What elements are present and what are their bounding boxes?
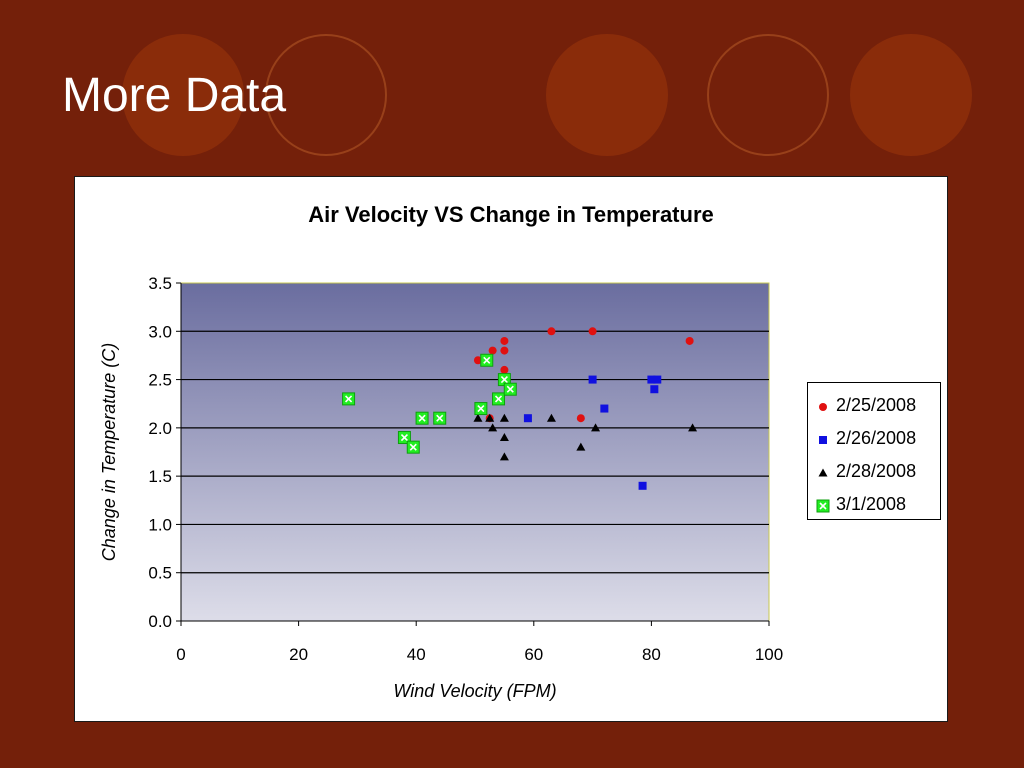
decor-circle-2: [546, 34, 668, 156]
x-tick-label: 60: [524, 645, 543, 664]
marker-cross: [483, 356, 491, 364]
data-point-series-4: [397, 431, 411, 445]
axis-ticks: 0.0 0.5 1.0 1.5 2.0 2.5 3.0 3.5 0 20 40 60 80 100: [148, 274, 783, 664]
y-tick-label: 3.0: [148, 322, 172, 341]
legend-marker-svg-4: [816, 499, 830, 513]
legend-marker-1: [816, 398, 830, 412]
x-tick-label: 100: [755, 645, 783, 664]
legend-item-2: 2/26/2008: [816, 426, 916, 450]
data-point-series-4: [433, 411, 447, 425]
y-tick-label: 2.5: [148, 371, 172, 390]
legend-marker-svg-1: [819, 403, 827, 411]
data-point-series-3: [485, 413, 495, 422]
marker-cross: [500, 376, 508, 384]
data-point-series-4: [503, 382, 517, 396]
x-axis-label: Wind Velocity (FPM): [393, 681, 556, 701]
data-point-series-3: [688, 423, 698, 432]
data-point-series-1: [500, 336, 509, 345]
x-tick-label: 0: [176, 645, 185, 664]
data-point-series-4: [342, 392, 356, 406]
data-point-series-2: [523, 414, 532, 423]
legend-marker-4: [816, 497, 830, 513]
data-point-series-3: [488, 423, 498, 432]
y-tick-label: 1.5: [148, 467, 172, 486]
plot-area: [180, 282, 770, 622]
y-tick-label: 2.0: [148, 419, 172, 438]
data-point-series-1: [588, 327, 597, 336]
data-point-series-2: [638, 481, 647, 490]
y-tick-label: 0.0: [148, 612, 172, 631]
y-axis-label: Change in Temperature (C): [99, 343, 119, 561]
legend-marker-svg-2: [819, 436, 827, 444]
data-point-series-3: [499, 452, 509, 461]
marker-cross: [506, 385, 514, 393]
data-point-series-4: [492, 392, 506, 406]
data-point-series-3: [499, 433, 509, 442]
marker-cross: [409, 443, 417, 451]
legend-label-4: 3/1/2008: [836, 493, 907, 514]
marker-cross: [400, 433, 409, 442]
legend-symbol-3: [818, 468, 828, 477]
data-point-series-3: [473, 413, 483, 422]
marker-cross: [819, 502, 827, 510]
decor-ring-2: [707, 34, 829, 156]
decor-ring-1: [265, 34, 387, 156]
data-point-series-3: [576, 442, 586, 451]
data-point-series-4: [474, 402, 488, 416]
data-point-series-3: [546, 413, 556, 422]
marker-cross: [477, 404, 485, 413]
marker-cross: [494, 395, 503, 403]
decor-circle-3: [850, 34, 972, 156]
legend-marker-svg-3: [818, 468, 828, 477]
legend-item-4: 3/1/2008: [816, 492, 906, 516]
data-point-series-3: [591, 423, 601, 432]
data-point-series-1: [685, 336, 694, 345]
x-tick-label: 80: [642, 645, 661, 664]
data-point-series-2: [647, 375, 656, 384]
data-point-series-1: [576, 414, 585, 423]
data-point-series-1: [473, 356, 482, 365]
data-point-series-4: [480, 353, 494, 367]
data-point-series-1: [500, 365, 509, 374]
data-point-series-2: [650, 385, 659, 394]
x-tick-label: 40: [407, 645, 426, 664]
legend-symbol-4: [816, 499, 830, 513]
data-point-series-1: [488, 346, 497, 355]
x-tick-label: 20: [289, 645, 308, 664]
legend: 2/25/2008 2/26/2008 2/28/2008 3/1/2008: [807, 382, 941, 520]
data-point-series-2: [653, 375, 662, 384]
y-tick-label: 0.5: [148, 564, 172, 583]
y-tick-label: 3.5: [148, 274, 172, 293]
legend-label-3: 2/28/2008: [836, 460, 917, 481]
data-point-series-2: [600, 404, 609, 413]
data-points: [342, 327, 698, 490]
legend-label-1: 2/25/2008: [836, 394, 917, 415]
data-point-series-1: [500, 346, 509, 355]
legend-marker-3: [816, 464, 830, 478]
slide-title: More Data: [62, 69, 287, 122]
legend-marker-2: [816, 431, 830, 445]
legend-symbol-2: [819, 436, 827, 444]
decor-circle-1: [122, 34, 244, 156]
data-point-series-4: [415, 411, 429, 425]
grid-lines: [181, 330, 769, 574]
marker-cross: [436, 414, 444, 422]
chart-title: Air Velocity VS Change in Temperature: [308, 202, 714, 227]
y-tick-label: 1.0: [148, 515, 172, 534]
legend-item-1: 2/25/2008: [816, 393, 916, 417]
data-point-series-1: [547, 327, 556, 336]
marker-cross: [345, 395, 353, 403]
marker-cross: [418, 414, 426, 422]
legend-item-3: 2/28/2008: [816, 459, 916, 483]
legend-symbol-1: [819, 403, 827, 411]
legend-label-2: 2/26/2008: [836, 427, 917, 448]
data-point-series-2: [588, 375, 597, 384]
data-point-series-4: [406, 440, 420, 454]
data-point-series-3: [499, 413, 509, 422]
